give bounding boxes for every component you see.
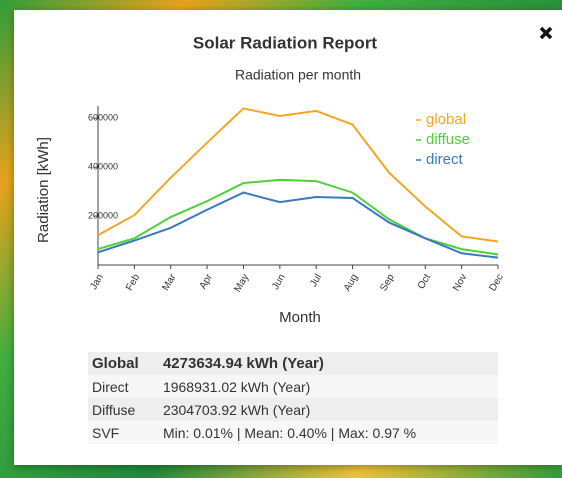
x-tick-label: Mar bbox=[160, 272, 178, 293]
popup-title: Solar Radiation Report bbox=[193, 33, 378, 52]
legend-label: direct bbox=[426, 151, 464, 168]
x-axis-label: Month bbox=[279, 309, 321, 326]
y-tick-label: 600000 bbox=[88, 113, 118, 123]
y-tick-label: 200000 bbox=[88, 210, 118, 220]
summary-value: 4273634.94 kWh (Year) bbox=[159, 352, 498, 375]
close-button[interactable] bbox=[541, 28, 551, 38]
x-tick-label: Aug bbox=[342, 272, 360, 293]
summary-value: 1968931.02 kWh (Year) bbox=[159, 375, 498, 398]
popup: Solar Radiation Report Radiation per mon… bbox=[14, 10, 562, 465]
summary-value: Min: 0.01% | Mean: 0.40% | Max: 0.97 % bbox=[159, 421, 498, 444]
x-tick-label: Feb bbox=[124, 272, 142, 293]
summary-label: Diffuse bbox=[88, 398, 159, 421]
x-tick-label: Dec bbox=[487, 272, 505, 293]
map-background: Solar Radiation Report Radiation per mon… bbox=[0, 0, 562, 478]
x-tick-label: Jul bbox=[308, 272, 324, 289]
summary-label: Direct bbox=[88, 375, 159, 398]
x-tick-label: Apr bbox=[198, 272, 216, 292]
x-tick-label: Nov bbox=[451, 272, 469, 293]
summary-value: 2304703.92 kWh (Year) bbox=[159, 398, 498, 421]
chart-subtitle: Radiation per month bbox=[235, 67, 361, 83]
y-axis-label: Radiation [kWh] bbox=[35, 137, 52, 243]
summary-label: SVF bbox=[88, 421, 159, 444]
x-tick-label: Sep bbox=[378, 272, 397, 293]
y-tick-label: 400000 bbox=[88, 162, 118, 172]
x-tick-label: Jan bbox=[88, 272, 106, 291]
legend-label: global bbox=[426, 111, 466, 128]
series-line bbox=[98, 108, 498, 241]
legend-label: diffuse bbox=[426, 131, 470, 148]
x-tick-label: Oct bbox=[416, 272, 433, 291]
x-tick-label: May bbox=[232, 272, 251, 294]
summary-label: Global bbox=[88, 352, 159, 375]
chart: Solar Radiation Report Radiation per mon… bbox=[14, 10, 562, 350]
x-tick-label: Jun bbox=[270, 272, 288, 291]
